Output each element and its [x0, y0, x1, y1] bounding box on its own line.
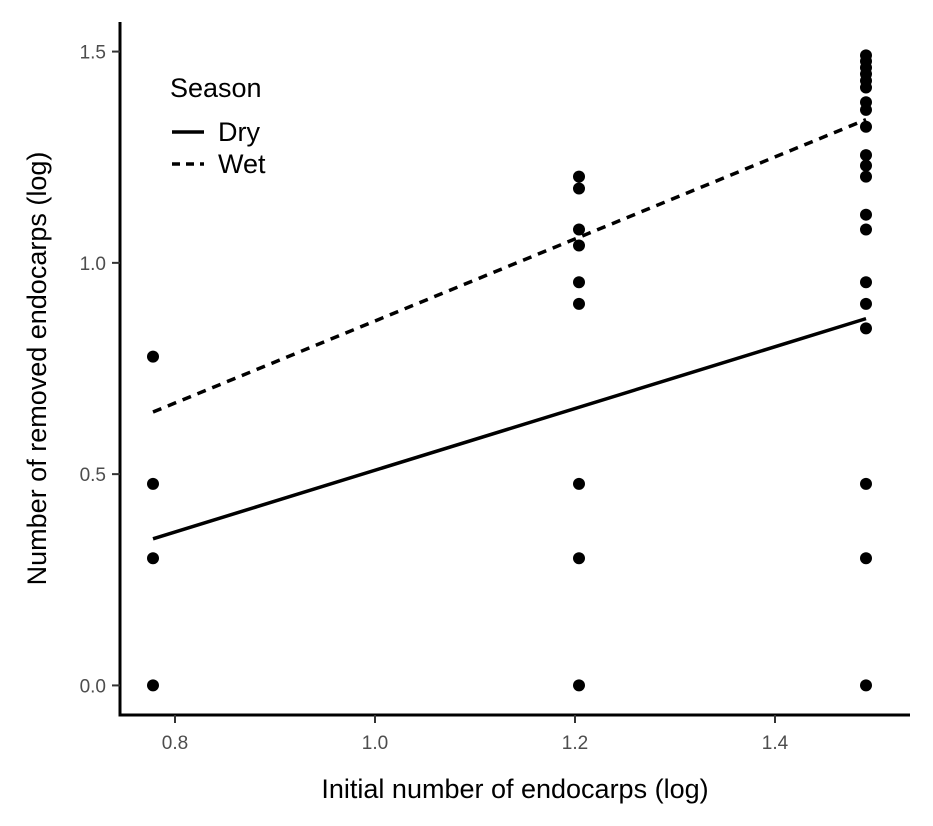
data-point [573, 182, 585, 195]
data-point [573, 552, 585, 565]
data-point [573, 477, 585, 490]
data-point [860, 679, 872, 692]
x-tick-label: 1.0 [362, 733, 388, 754]
data-point [573, 679, 585, 692]
data-point [860, 208, 872, 221]
series-line-dry [152, 316, 867, 541]
data-point [860, 276, 872, 289]
data-point [147, 477, 159, 490]
data-point [573, 276, 585, 289]
data-point [573, 297, 585, 310]
y-tick-label: 1.0 [80, 254, 106, 275]
data-point [860, 49, 872, 62]
x-axis-title: Initial number of endocarps (log) [321, 774, 708, 804]
data-point [860, 149, 872, 162]
x-tick-label: 1.2 [562, 733, 588, 754]
data-point [860, 96, 872, 109]
legend-title: Season [170, 73, 262, 103]
data-point [147, 350, 159, 363]
data-point [860, 120, 872, 133]
data-point [573, 170, 585, 183]
data-point [147, 679, 159, 692]
y-axis-title: Number of removed endocarps (log) [22, 152, 52, 586]
y-tick-label: 1.5 [80, 43, 106, 64]
legend-label-wet: Wet [218, 149, 266, 179]
axes: 0.8 1.0 1.2 1.4 0.0 0.5 1.0 1.5 Initial number o… [22, 22, 910, 804]
data-point [147, 552, 159, 565]
data-point [573, 223, 585, 236]
y-tick-label: 0.0 [80, 676, 106, 697]
data-point [860, 477, 872, 490]
plot-marks [147, 49, 872, 692]
data-point [860, 223, 872, 236]
data-point [573, 239, 585, 252]
data-point [860, 322, 872, 335]
data-point [860, 159, 872, 172]
data-point [860, 552, 872, 565]
x-tick-label: 0.8 [162, 733, 188, 754]
x-tick-label: 1.4 [762, 733, 789, 754]
y-tick-label: 0.5 [80, 465, 106, 486]
data-point [860, 170, 872, 183]
data-point [860, 297, 872, 310]
legend-label-dry: Dry [218, 117, 260, 147]
series-line-wet [152, 117, 867, 414]
